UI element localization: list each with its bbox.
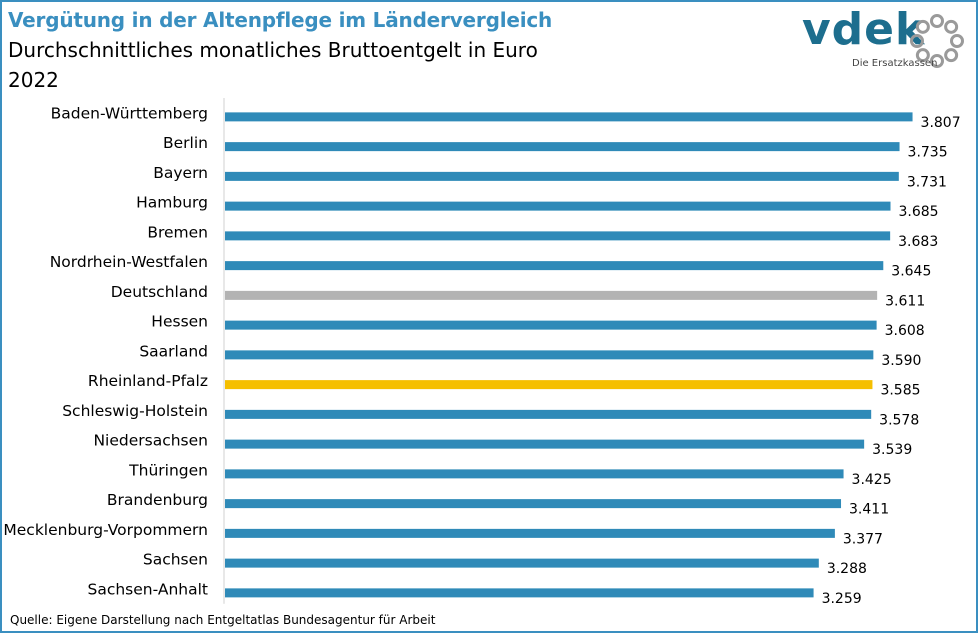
bar xyxy=(225,469,844,479)
category-label: Hamburg xyxy=(136,194,208,212)
bar xyxy=(225,290,878,300)
category-label: Thüringen xyxy=(128,461,208,479)
logo-ring-dot xyxy=(915,19,930,34)
data-label: 3.377 xyxy=(843,531,883,547)
bar xyxy=(225,350,874,360)
bar xyxy=(225,409,872,419)
category-label: Nordrhein-Westfalen xyxy=(50,253,208,271)
category-label: Mecklenburg-Vorpommern xyxy=(3,521,208,539)
data-label: 3.425 xyxy=(852,472,892,488)
category-label: Rheinland-Pfalz xyxy=(88,372,208,390)
data-label: 3.578 xyxy=(879,412,919,428)
category-label: Bayern xyxy=(153,164,208,182)
bar xyxy=(225,261,884,271)
chart-subtitle: Durchschnittliches monatliches Bruttoent… xyxy=(8,38,538,62)
logo-ring-dot xyxy=(944,19,959,34)
bar xyxy=(225,171,899,181)
category-label: Hessen xyxy=(151,313,208,331)
bar xyxy=(225,380,873,390)
bar xyxy=(225,231,891,241)
bar xyxy=(225,112,913,122)
logo-text: vdek xyxy=(802,4,926,55)
source-note: Quelle: Eigene Darstellung nach Entgelta… xyxy=(10,613,436,627)
chart-title: Vergütung in der Altenpflege im Länderve… xyxy=(8,8,553,32)
logo-ring-dot xyxy=(930,54,944,68)
data-label: 3.735 xyxy=(908,145,948,161)
logo-ring-dot xyxy=(910,34,924,48)
bar xyxy=(225,499,842,509)
category-label: Saarland xyxy=(139,342,208,360)
logo-ring-dot xyxy=(915,48,930,63)
data-label: 3.539 xyxy=(872,442,912,458)
data-label: 3.685 xyxy=(899,204,939,220)
data-label: 3.259 xyxy=(822,591,862,604)
category-label: Baden-Württemberg xyxy=(51,104,208,122)
data-label: 3.683 xyxy=(898,234,938,250)
logo-ring-icon xyxy=(910,14,964,68)
category-label: Sachsen xyxy=(143,551,208,569)
category-label: Brandenburg xyxy=(107,491,208,509)
bar xyxy=(225,439,865,449)
data-label: 3.731 xyxy=(907,174,947,190)
bar xyxy=(225,142,900,152)
logo-tagline: Die Ersatzkassen xyxy=(852,58,938,69)
category-label: Deutschland xyxy=(111,283,208,301)
data-label: 3.608 xyxy=(885,323,925,339)
data-label: 3.611 xyxy=(885,293,925,309)
logo-ring-dot xyxy=(944,48,959,63)
bar xyxy=(225,201,891,211)
bar xyxy=(225,528,835,538)
data-label: 3.807 xyxy=(921,115,961,131)
bar-chart: Baden-Württemberg 3.807 Berlin 3.735 Bayern 3… xyxy=(3,98,961,604)
bar xyxy=(225,588,814,598)
category-label: Berlin xyxy=(163,134,208,152)
chart-year: 2022 xyxy=(8,68,59,92)
data-label: 3.585 xyxy=(880,383,920,399)
bar xyxy=(225,320,877,330)
data-label: 3.411 xyxy=(849,502,889,518)
category-label: Schleswig-Holstein xyxy=(62,402,208,420)
category-label: Sachsen-Anhalt xyxy=(87,580,208,598)
category-label: Niedersachsen xyxy=(93,432,208,450)
data-label: 3.288 xyxy=(827,561,867,577)
data-label: 3.645 xyxy=(891,264,931,280)
logo-ring-dot xyxy=(950,34,964,48)
bar xyxy=(225,558,819,568)
data-label: 3.590 xyxy=(881,353,921,369)
vdek-logo: vdek Die Ersatzkassen xyxy=(802,4,972,72)
category-label: Bremen xyxy=(147,223,208,241)
logo-ring-dot xyxy=(930,14,944,28)
